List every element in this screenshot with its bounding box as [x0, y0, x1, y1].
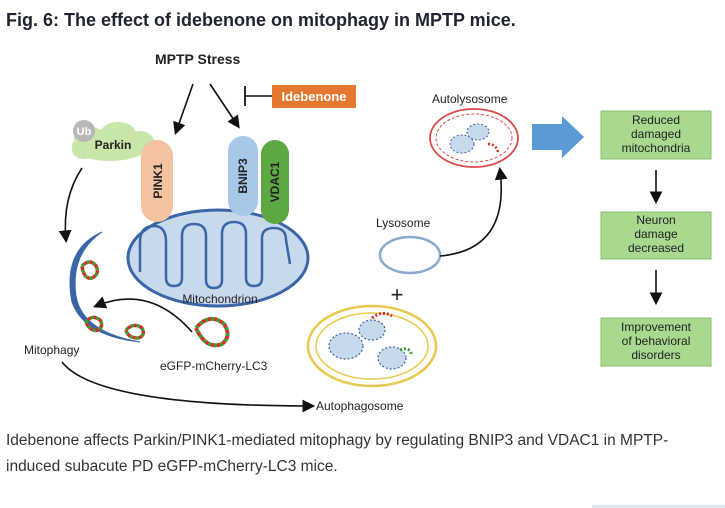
autolysosome: [429, 108, 519, 168]
lysosome: [378, 235, 442, 275]
idebenone-label: Idebenone: [281, 89, 346, 104]
arrow-mitophagy-to-autophagosome: [61, 361, 316, 413]
outcome-2-line1: Neuron: [636, 213, 675, 227]
arrow-mptp-to-bnip3: [209, 83, 240, 129]
parkin-label: Parkin: [95, 138, 132, 152]
outcome-box-reduced-mitochondria: [600, 110, 712, 160]
autophagosome: [306, 304, 438, 388]
mitophagy-label: Mitophagy: [24, 343, 79, 357]
mptp-stress-label: MPTP Stress: [155, 51, 241, 67]
outcome-3-line1: Improvement: [621, 320, 692, 334]
bnip3-label: BNIP3: [236, 158, 250, 194]
vdac1-capsule: [261, 140, 289, 224]
ub-circle: [73, 120, 95, 142]
arrow-lc3-to-phagophore: [93, 296, 193, 333]
mitochondrion: [126, 208, 310, 308]
autolysosome-label: Autolysosome: [432, 92, 508, 106]
pink1-label: PINK1: [151, 163, 165, 199]
big-arrow: [532, 116, 584, 158]
outcome-box-neuron-damage: [600, 211, 712, 260]
outcome-1-line2: damaged: [631, 127, 681, 141]
mitophagy-diagram: MPTP Stress Idebenone Ub Parkin Mitochon…: [24, 51, 712, 413]
ub-label: Ub: [77, 126, 92, 138]
mito-fragment: [124, 323, 146, 340]
plus-sign: +: [391, 282, 404, 307]
mito-fragment: [80, 260, 100, 280]
autophagosome-label: Autophagosome: [316, 399, 404, 413]
lc3-label: eGFP-mCherry-LC3: [160, 359, 268, 373]
mito-fragment: [84, 315, 104, 333]
arrow-lysosome-to-autolysosome: [439, 166, 508, 257]
phagophore-membrane: [69, 231, 141, 343]
pink1-capsule: [141, 140, 173, 222]
idebenone-box: [272, 85, 356, 108]
outcome-box-behavior: [600, 317, 712, 367]
vdac1-label: VDAC1: [268, 161, 282, 202]
lc3-fragment: [194, 316, 230, 348]
bnip3-capsule: [228, 136, 258, 216]
figure-caption: Idebenone affects Parkin/PINK1-mediated …: [6, 432, 669, 475]
mitochondrion-label: Mitochondrion: [182, 292, 257, 306]
arrow-parkin-to-phagophore: [58, 167, 83, 244]
outcome-2-line3: decreased: [628, 241, 684, 255]
bottom-divider: [592, 505, 725, 508]
lysosome-label: Lysosome: [376, 216, 431, 230]
figure-title: Fig. 6: The effect of idebenone on mitop…: [6, 10, 516, 30]
outcome-1-line1: Reduced: [632, 113, 680, 127]
outcome-2-line2: damage: [634, 227, 678, 241]
outcome-3-line2: of behavioral: [622, 334, 691, 348]
outcome-1-line3: mitochondria: [622, 141, 691, 155]
arrow-mptp-to-pink1: [173, 83, 194, 136]
outcome-3-line3: disorders: [631, 348, 680, 362]
